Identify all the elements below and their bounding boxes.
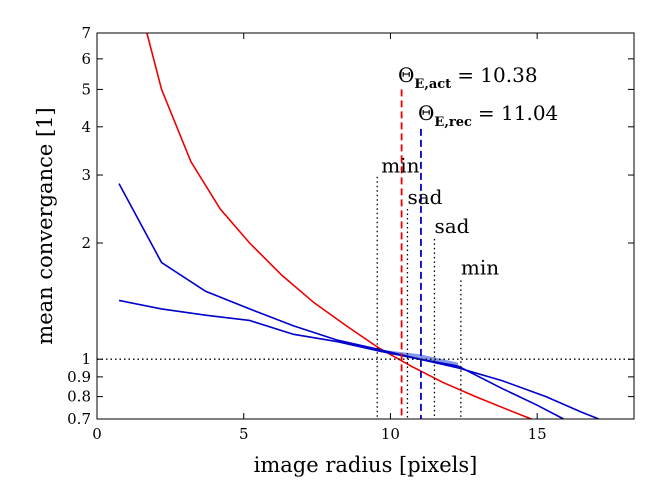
min-right-label: min: [461, 255, 499, 279]
y-tick-label: 0.9: [67, 368, 91, 386]
x-tick-label: 5: [239, 425, 249, 443]
y-axis-title: mean convergance [1]: [33, 107, 57, 344]
series-line-3: [118, 299, 564, 419]
y-tick-label: 7: [81, 24, 91, 42]
theta-e-actual-label: ΘE,act = 10.38: [398, 63, 538, 92]
x-tick-label: 10: [381, 425, 400, 443]
theta-e-reconstructed-label: ΘE,rec = 11.04: [418, 101, 558, 130]
plot-frame: [96, 32, 635, 420]
y-tick-label: 3: [81, 166, 91, 184]
y-tick-label: 0.7: [67, 410, 91, 428]
x-tick-label: 0: [92, 425, 102, 443]
min-left-label: min: [381, 154, 419, 178]
y-tick-label: 6: [81, 50, 91, 68]
y-tick-label: 1: [81, 350, 91, 368]
x-tick-label: 15: [528, 425, 547, 443]
y-tick-label: 0.8: [67, 388, 91, 406]
sad-right-label: sad: [434, 214, 469, 238]
x-axis-title: image radius [pixels]: [254, 453, 478, 477]
y-tick-label: 2: [81, 234, 91, 252]
y-tick-label: 5: [81, 80, 91, 98]
series-line-1: [146, 33, 532, 419]
y-tick-label: 4: [81, 118, 91, 136]
series-line-2: [118, 183, 600, 419]
sad-left-label: sad: [407, 185, 442, 209]
